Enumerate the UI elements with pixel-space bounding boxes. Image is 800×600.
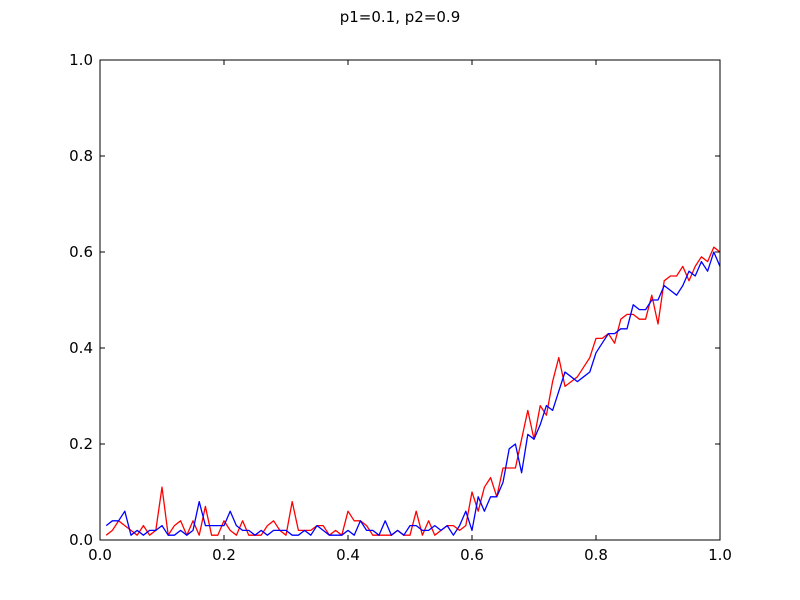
y-tick-label: 1.0 <box>69 51 93 69</box>
x-tick-label: 0.0 <box>88 546 112 564</box>
y-tick-label: 0.8 <box>69 147 93 165</box>
y-tick-label: 0.6 <box>69 243 93 261</box>
y-tick-label: 0.4 <box>69 339 93 357</box>
x-tick-label: 0.4 <box>336 546 360 564</box>
ticks-layer: 0.0 0.2 0.4 0.6 0.8 1.0 0.0 0.2 0.4 0.6 0.8 1.0 <box>69 51 732 564</box>
x-tick-label: 0.8 <box>584 546 608 564</box>
series-layer <box>105 246 721 536</box>
axes-frame <box>99 59 721 541</box>
y-tick-label: 0.2 <box>69 435 93 453</box>
series-line-1 <box>105 246 721 536</box>
x-tick-label: 0.6 <box>460 546 484 564</box>
x-tick-label: 0.2 <box>212 546 236 564</box>
series-line-2 <box>105 251 721 536</box>
x-tick-label: 1.0 <box>708 546 732 564</box>
chart-title: p1=0.1, p2=0.9 <box>339 8 461 26</box>
y-tick-label: 0.0 <box>69 531 93 549</box>
